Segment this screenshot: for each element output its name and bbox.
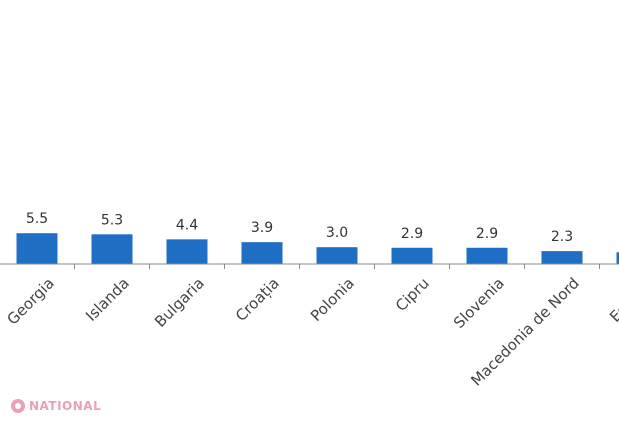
value-label-7: 2.3: [551, 229, 573, 245]
value-label-4: 3.0: [326, 225, 348, 241]
bar-3: [241, 242, 283, 264]
value-label-1: 5.3: [101, 212, 123, 228]
bar-6: [466, 247, 508, 264]
value-label-3: 3.9: [251, 220, 273, 236]
category-label-2: Bulgaria: [151, 274, 208, 331]
category-label-8: Estonia: [606, 274, 619, 326]
bar-5: [391, 247, 433, 264]
value-label-6: 2.9: [476, 226, 498, 242]
national-logo-icon: [11, 399, 25, 413]
bar-2: [166, 239, 208, 264]
bar-0: [16, 233, 58, 264]
category-label-3: Croația: [232, 274, 283, 325]
value-label-0: 5.5: [26, 211, 48, 227]
watermark-text: NATIONAL: [29, 399, 102, 413]
bar-7: [541, 251, 583, 264]
bar-4: [316, 247, 358, 264]
value-label-5: 2.9: [401, 226, 423, 242]
category-label-4: Polonia: [307, 274, 358, 325]
category-label-0: Georgia: [4, 274, 58, 328]
value-labels-group: 5.5 5.3 4.4 3.9 3.0 2.9 2.9 2.3: [26, 211, 573, 245]
category-label-5: Cipru: [392, 274, 433, 315]
category-label-6: Slovenia: [450, 274, 508, 332]
watermark-logo: NATIONAL: [10, 398, 101, 414]
x-axis-ticks-group: [74, 264, 600, 269]
value-label-2: 4.4: [176, 217, 198, 233]
bar-1: [91, 234, 133, 264]
category-labels-group: Georgia Islanda Bulgaria Croația Polonia Cipr…: [4, 274, 619, 389]
bar-8: [616, 252, 619, 264]
bars-group: [16, 233, 619, 264]
category-label-1: Islanda: [82, 274, 133, 325]
